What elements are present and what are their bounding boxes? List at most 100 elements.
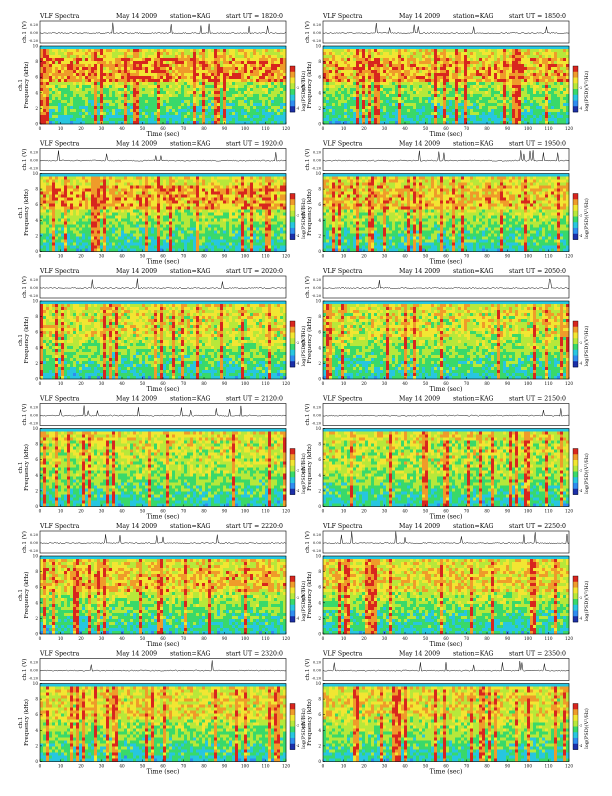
spectrogram-cell: [70, 97, 73, 100]
spectrogram-cell: [458, 76, 461, 79]
spectrogram-cell: [40, 180, 43, 183]
spectrogram-cell: [55, 237, 58, 240]
spectrogram-cell: [154, 61, 157, 64]
spectrogram-cell: [323, 73, 326, 76]
spectrogram-cell: [323, 109, 326, 112]
spectrogram-cell: [461, 109, 464, 112]
spectrogram-cell: [52, 106, 55, 109]
spectrogram-cell: [82, 49, 85, 52]
spectrogram-cell: [464, 55, 467, 58]
spectrogram-cell: [217, 67, 220, 70]
spectrogram-cell: [241, 106, 244, 109]
spectrogram-cell: [55, 240, 58, 243]
spectrogram-cell: [61, 70, 64, 73]
spectrogram-cell: [533, 115, 536, 118]
spectrogram-cell: [271, 109, 274, 112]
spectrogram-cell: [265, 55, 268, 58]
spectrogram-cell: [49, 183, 52, 186]
spectrogram-cell: [76, 174, 79, 177]
spectrogram-cell: [151, 97, 154, 100]
spectrogram-cell: [55, 109, 58, 112]
spectrogram-cell: [374, 106, 377, 109]
spectrogram-cell: [175, 70, 178, 73]
spectrogram-cell: [461, 55, 464, 58]
spectrogram-cell: [229, 109, 232, 112]
spectrogram-cell: [43, 115, 46, 118]
spectrogram-cell: [82, 88, 85, 91]
spectrogram-cell: [491, 109, 494, 112]
spectrogram-cell: [148, 55, 151, 58]
spectrogram-cell: [40, 115, 43, 118]
spectrogram-cell: [151, 103, 154, 106]
spectrogram-cell: [55, 246, 58, 249]
spectrogram-cell: [356, 79, 359, 82]
spectrogram-cell: [211, 46, 214, 49]
spectrogram-cell: [49, 82, 52, 85]
spectrogram-cell: [40, 82, 43, 85]
spectrogram-cell: [539, 97, 542, 100]
spectrogram-cell: [103, 58, 106, 61]
spectrogram-cell: [151, 118, 154, 121]
spectrogram-cell: [76, 79, 79, 82]
spectrogram-cell: [67, 64, 70, 67]
spectrogram-cell: [280, 73, 283, 76]
spectrogram-cell: [329, 76, 332, 79]
spectrogram-cell: [476, 106, 479, 109]
spectrogram-cell: [335, 61, 338, 64]
spectrogram-cell: [250, 58, 253, 61]
spectrogram-cell: [100, 115, 103, 118]
spectrogram-cell: [85, 198, 88, 201]
spectrogram-cell: [52, 234, 55, 237]
spectrogram-cell: [470, 58, 473, 61]
spectrogram-cell: [425, 49, 428, 52]
spectrogram-cell: [359, 100, 362, 103]
spectrogram-cell: [40, 237, 43, 240]
spectrogram-cell: [76, 240, 79, 243]
spectrogram-cell: [476, 46, 479, 49]
spectrogram-cell: [401, 61, 404, 64]
spectrogram-cell: [199, 109, 202, 112]
spectrogram-cell: [280, 58, 283, 61]
spectrogram-cell: [91, 240, 94, 243]
spectrogram-cell: [554, 109, 557, 112]
spectrogram-cell: [259, 100, 262, 103]
spectrogram-cell: [58, 79, 61, 82]
spectrogram-cell: [530, 97, 533, 100]
spectrogram-cell: [145, 88, 148, 91]
spectrogram-cell: [133, 52, 136, 55]
spectrogram-cell: [190, 73, 193, 76]
spectrogram-cell: [97, 97, 100, 100]
spectrogram-cell: [58, 67, 61, 70]
spectrogram-cell: [52, 52, 55, 55]
spectrogram-cell: [530, 118, 533, 121]
spectrogram-cell: [130, 94, 133, 97]
spectrogram-cell: [115, 82, 118, 85]
spectrogram-cell: [52, 243, 55, 246]
spectrogram-cell: [253, 97, 256, 100]
spectrogram-cell: [458, 61, 461, 64]
spectrogram-cell: [235, 67, 238, 70]
spectrogram-cell: [223, 85, 226, 88]
spectrogram-cell: [368, 79, 371, 82]
spectrogram-cell: [323, 103, 326, 106]
spectrogram-cell: [97, 85, 100, 88]
spectrogram-cell: [130, 112, 133, 115]
spectrogram-cell: [256, 82, 259, 85]
spectrogram-cell: [121, 112, 124, 115]
spectrogram-cell: [67, 109, 70, 112]
spectrogram-cell: [253, 52, 256, 55]
spectrogram-cell: [85, 76, 88, 79]
spectrogram-cell: [401, 70, 404, 73]
spectrogram-cell: [563, 58, 566, 61]
spectrogram-cell: [521, 49, 524, 52]
spectrogram-cell: [326, 94, 329, 97]
spectrogram-cell: [383, 115, 386, 118]
spectrogram-cell: [277, 49, 280, 52]
spectrogram-cell: [67, 49, 70, 52]
spectrogram-cell: [109, 67, 112, 70]
spectrogram-cell: [554, 82, 557, 85]
spectrogram-cell: [133, 82, 136, 85]
spectrogram-cell: [422, 76, 425, 79]
spectrogram-cell: [166, 97, 169, 100]
spectrogram-cell: [196, 82, 199, 85]
